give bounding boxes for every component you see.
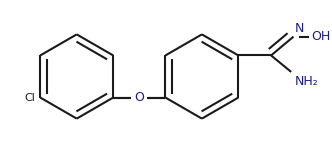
Text: O: O (134, 91, 144, 104)
Text: OH: OH (311, 30, 330, 43)
Text: N: N (295, 22, 304, 35)
Text: Cl: Cl (25, 93, 36, 103)
Text: NH₂: NH₂ (295, 75, 318, 88)
